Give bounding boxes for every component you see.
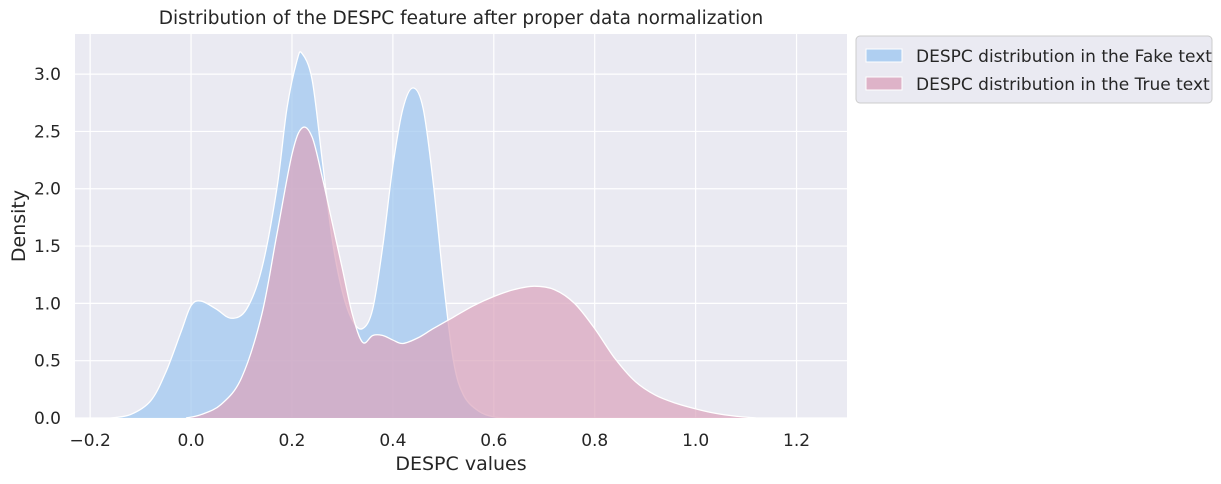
- y-tick-label: 2.5: [34, 122, 61, 142]
- legend-label-true: DESPC distribution in the True text: [916, 75, 1210, 95]
- legend-swatch-true: [865, 76, 903, 91]
- x-tick-label: 0.8: [581, 431, 608, 451]
- density-areas: [110, 51, 757, 419]
- y-tick-labels: 0.0 0.5 1.0 1.5 2.0 2.5 3.0: [34, 65, 61, 429]
- y-tick-label: 0.0: [34, 409, 61, 429]
- y-tick-label: 0.5: [34, 352, 61, 372]
- x-tick-label: 0.2: [278, 431, 305, 451]
- x-tick-label: −0.2: [69, 431, 110, 451]
- chart-title: Distribution of the DESPC feature after …: [159, 8, 764, 29]
- y-tick-label: 2.0: [34, 180, 61, 200]
- y-axis-title: Density: [8, 190, 30, 262]
- density-area-true: [186, 127, 757, 419]
- x-tick-label: 0.6: [480, 431, 507, 451]
- y-tick-label: 3.0: [34, 65, 61, 85]
- legend-swatch-fake: [865, 48, 903, 63]
- x-tick-label: 0.0: [178, 431, 205, 451]
- x-tick-label: 1.2: [783, 431, 810, 451]
- y-tick-label: 1.0: [34, 294, 61, 314]
- legend-box: [855, 35, 1213, 104]
- density-curve-true: [185, 126, 757, 419]
- x-tick-label: 1.0: [682, 431, 709, 451]
- legend: DESPC distribution in the Fake text DESP…: [855, 35, 1213, 104]
- y-tick-label: 1.5: [34, 237, 61, 257]
- x-tick-label: 0.4: [379, 431, 406, 451]
- x-tick-labels: −0.2 0.0 0.2 0.4 0.6 0.8 1.0 1.2: [69, 431, 810, 451]
- legend-label-fake: DESPC distribution in the Fake text: [916, 47, 1212, 67]
- x-axis-title: DESPC values: [395, 453, 526, 475]
